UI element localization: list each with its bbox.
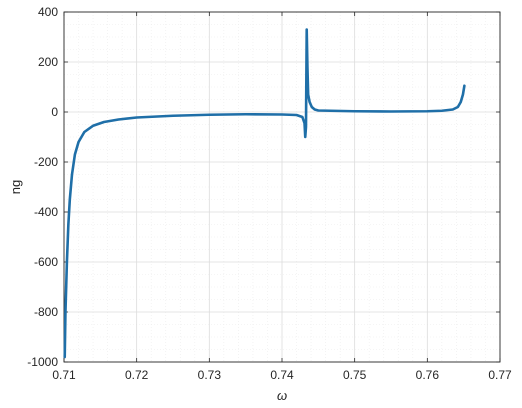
x-axis-label: ω — [277, 388, 287, 403]
x-tick-label: 0.77 — [488, 368, 512, 382]
x-tick-label: 0.76 — [416, 368, 440, 382]
y-tick-label: 0 — [51, 105, 58, 119]
y-tick-label: -200 — [34, 155, 58, 169]
series-line — [63, 28, 466, 359]
x-tick-label: 0.71 — [52, 368, 76, 382]
y-tick-label: -1000 — [27, 355, 58, 369]
y-tick-label: -400 — [34, 205, 58, 219]
y-axis-label: ng — [8, 180, 23, 194]
y-tick-label: 200 — [38, 55, 58, 69]
y-tick-label: -800 — [34, 305, 58, 319]
axis-ticks — [63, 11, 501, 363]
tick-labels: 0.71 0.72 0.73 0.74 0.75 0.76 0.77 400 200 0 -200 -… — [27, 5, 512, 382]
series-layer — [63, 28, 466, 359]
y-tick-label: 400 — [38, 5, 58, 19]
x-tick-label: 0.72 — [125, 368, 149, 382]
x-tick-label: 0.74 — [270, 368, 294, 382]
x-tick-label: 0.75 — [343, 368, 367, 382]
y-tick-label: -600 — [34, 255, 58, 269]
x-tick-label: 0.73 — [198, 368, 222, 382]
